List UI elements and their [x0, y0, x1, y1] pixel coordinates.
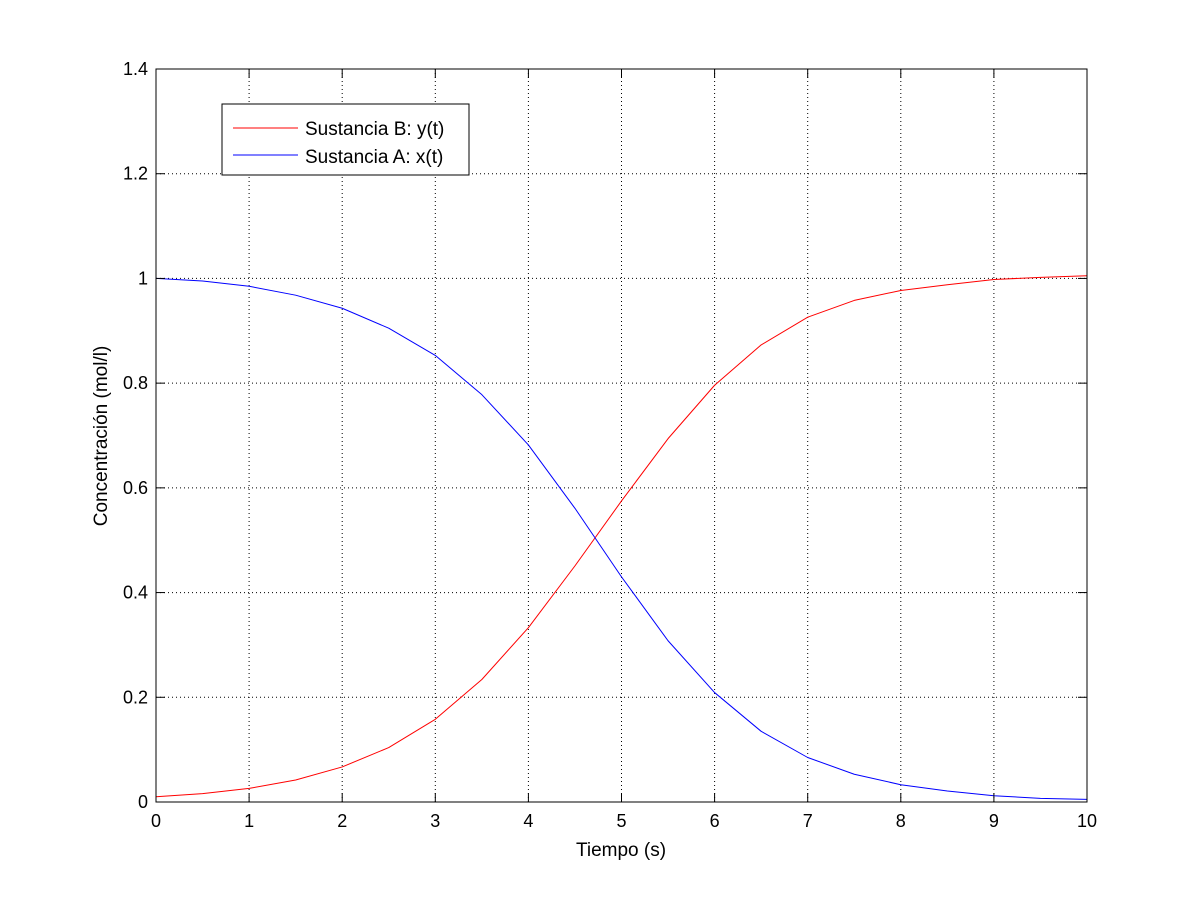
x-tick-label: 0: [151, 811, 161, 831]
legend-box: [221, 103, 470, 176]
x-tick-label: 4: [523, 811, 533, 831]
x-tick-label: 5: [616, 811, 626, 831]
y-tick-label: 1.4: [123, 59, 148, 79]
y-axis-label: Concentración (mol/l): [91, 346, 112, 527]
x-tick-label: 9: [989, 811, 999, 831]
x-tick-label: 1: [244, 811, 254, 831]
series-layer: [155, 275, 1088, 800]
tick-labels: 0 1 2 3 4 5 6 7 8 9 10 0 0.2 0.4 0.6 0.8 1 1.2 1.4: [123, 59, 1097, 831]
y-tick-label: 0.4: [123, 583, 148, 603]
x-tick-label: 10: [1077, 811, 1097, 831]
x-tick-label: 3: [430, 811, 440, 831]
legend-label-sustancia-a: Sustancia A: x(t): [305, 147, 443, 168]
y-tick-label: 0.2: [123, 687, 148, 707]
ticks: [155, 68, 1088, 803]
series-line-sustancia-b: [155, 275, 1088, 798]
x-axis-label: Tiempo (s): [576, 840, 666, 861]
series-line-sustancia-a: [155, 277, 1088, 800]
x-tick-label: 2: [337, 811, 347, 831]
x-tick-label: 6: [710, 811, 720, 831]
plot-area-background: [156, 69, 1087, 802]
x-tick-label: 7: [803, 811, 813, 831]
y-tick-label: 0: [138, 792, 148, 812]
y-tick-label: 0.6: [123, 478, 148, 498]
y-tick-label: 1.2: [123, 164, 148, 184]
legend: Sustancia B: y(t) Sustancia A: x(t): [221, 103, 470, 176]
y-tick-label: 0.8: [123, 373, 148, 393]
y-tick-label: 1: [138, 268, 148, 288]
legend-label-sustancia-b: Sustancia B: y(t): [305, 119, 444, 140]
x-tick-label: 8: [896, 811, 906, 831]
